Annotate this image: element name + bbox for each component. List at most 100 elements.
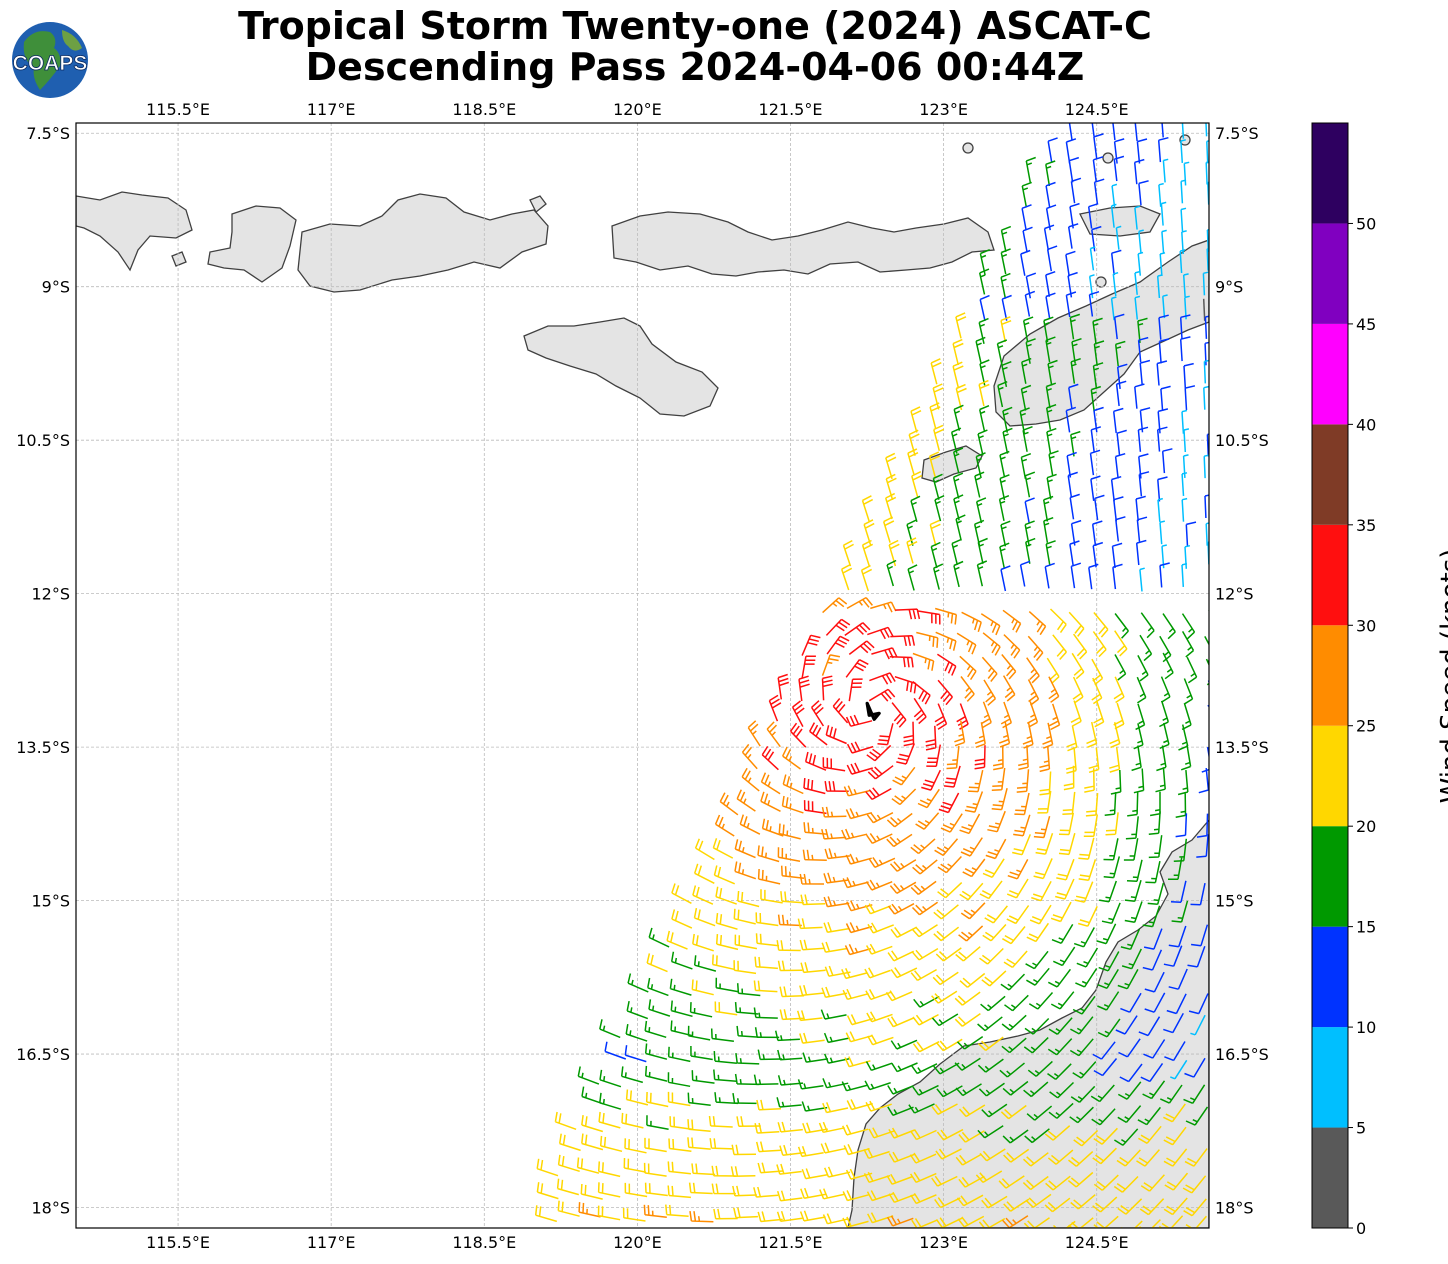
- wind-barb: [1196, 834, 1209, 858]
- wind-barb: [1186, 656, 1198, 684]
- wind-barb: [777, 673, 790, 700]
- wind-barb: [822, 597, 848, 614]
- wind-barb: [645, 1091, 669, 1108]
- wind-barb: [1135, 539, 1147, 566]
- wind-barb: [1000, 248, 1011, 275]
- wind-barb: [1134, 205, 1140, 230]
- wind-barb: [708, 1115, 733, 1128]
- colorbar-tick-label: 0: [1356, 1219, 1366, 1238]
- wind-barb: [868, 856, 896, 868]
- wind-barb: [991, 767, 1006, 791]
- wind-barb: [622, 1207, 646, 1222]
- wind-barb: [757, 845, 780, 863]
- wind-barb: [1140, 1174, 1165, 1192]
- wind-barb: [1134, 295, 1141, 320]
- wind-barb: [733, 908, 756, 925]
- wind-barb: [845, 808, 872, 820]
- lat-label-right: 13.5°S: [1215, 738, 1269, 757]
- wind-barb: [1070, 700, 1082, 727]
- wind-barb: [915, 812, 940, 830]
- wind-barb: [910, 880, 937, 896]
- wind-barb: [1184, 385, 1196, 411]
- wind-barb: [782, 746, 801, 770]
- wind-barb: [1113, 1175, 1139, 1193]
- wind-barb: [1058, 833, 1076, 856]
- wind-barb: [777, 1049, 803, 1061]
- wind-barb: [871, 647, 898, 660]
- wind-barb: [956, 1194, 984, 1207]
- wind-barb: [841, 1081, 868, 1092]
- wind-barb: [1000, 1104, 1027, 1120]
- wind-barb: [1089, 246, 1096, 271]
- wind-barb: [777, 1121, 803, 1133]
- wind-barb: [1117, 969, 1139, 990]
- wind-barb: [1133, 768, 1145, 794]
- wind-barb: [1148, 811, 1161, 836]
- wind-barb: [1070, 430, 1081, 457]
- wind-barb: [736, 789, 756, 812]
- wind-barb: [1014, 792, 1030, 816]
- wind-barb: [737, 890, 760, 908]
- wind-barb: [929, 402, 941, 429]
- wind-barb: [1035, 833, 1054, 855]
- wind-barb: [845, 922, 873, 934]
- wind-barb: [714, 1001, 738, 1016]
- wind-barb: [1043, 516, 1054, 543]
- wind-barb: [1198, 768, 1209, 794]
- wind-barb: [825, 725, 847, 745]
- wind-barb: [846, 741, 874, 754]
- wind-barb: [1157, 476, 1168, 502]
- wind-barb: [932, 383, 944, 410]
- wind-barb: [1147, 882, 1165, 906]
- wind-barb: [885, 990, 913, 1002]
- wind-barb: [841, 967, 868, 980]
- wind-barb: [757, 1049, 783, 1061]
- wind-barb: [930, 541, 941, 569]
- coaps-logo: COAPS: [12, 22, 88, 98]
- wind-barb: [687, 1025, 711, 1041]
- wind-barb: [848, 640, 875, 655]
- wind-barb: [735, 1053, 760, 1065]
- wind-barb: [1104, 792, 1117, 817]
- wind-barb: [1159, 635, 1172, 663]
- wind-barb: [1072, 676, 1084, 704]
- wind-barb: [1044, 1125, 1071, 1141]
- wind-barb: [1069, 1038, 1094, 1057]
- wind-barb: [981, 656, 998, 682]
- wind-barb: [1097, 1018, 1121, 1038]
- wind-barb: [1037, 790, 1052, 814]
- wind-barb: [1109, 722, 1121, 749]
- colorbar-tick-label: 35: [1356, 516, 1376, 535]
- wind-barb: [1139, 634, 1153, 662]
- wind-barb: [1178, 724, 1189, 751]
- wind-barb: [1206, 140, 1209, 164]
- wind-barb: [1160, 676, 1171, 703]
- wind-barb: [1070, 519, 1082, 546]
- wind-barb: [1112, 407, 1124, 434]
- colorbar-tick-label: 10: [1356, 1018, 1376, 1037]
- wind-barb: [979, 947, 1004, 965]
- wind-barb: [1145, 860, 1161, 884]
- wind-barb: [1091, 123, 1095, 137]
- wind-barb: [791, 700, 805, 727]
- wind-barb: [1090, 1084, 1115, 1103]
- wind-barb: [961, 611, 982, 633]
- wind-barb: [1138, 471, 1150, 497]
- wind-barb: [999, 542, 1010, 569]
- wind-barb: [644, 1043, 668, 1060]
- wind-barb: [1070, 177, 1082, 204]
- wind-barb: [1021, 181, 1032, 208]
- wind-barb: [975, 1170, 1003, 1184]
- wind-barb: [821, 654, 841, 676]
- wind-barb: [1162, 158, 1169, 183]
- wind-barb: [691, 1070, 715, 1084]
- wind-barb: [865, 832, 893, 844]
- wind-barb: [1062, 791, 1076, 816]
- wind-barb: [796, 1010, 823, 1022]
- lat-label-right: 12°S: [1215, 585, 1254, 604]
- wind-barb: [1025, 950, 1049, 970]
- wind-barb: [1137, 251, 1144, 276]
- lon-label-bottom: 115.5°E: [146, 1233, 210, 1252]
- wind-barb: [866, 1011, 893, 1023]
- wind-barb: [1113, 313, 1125, 340]
